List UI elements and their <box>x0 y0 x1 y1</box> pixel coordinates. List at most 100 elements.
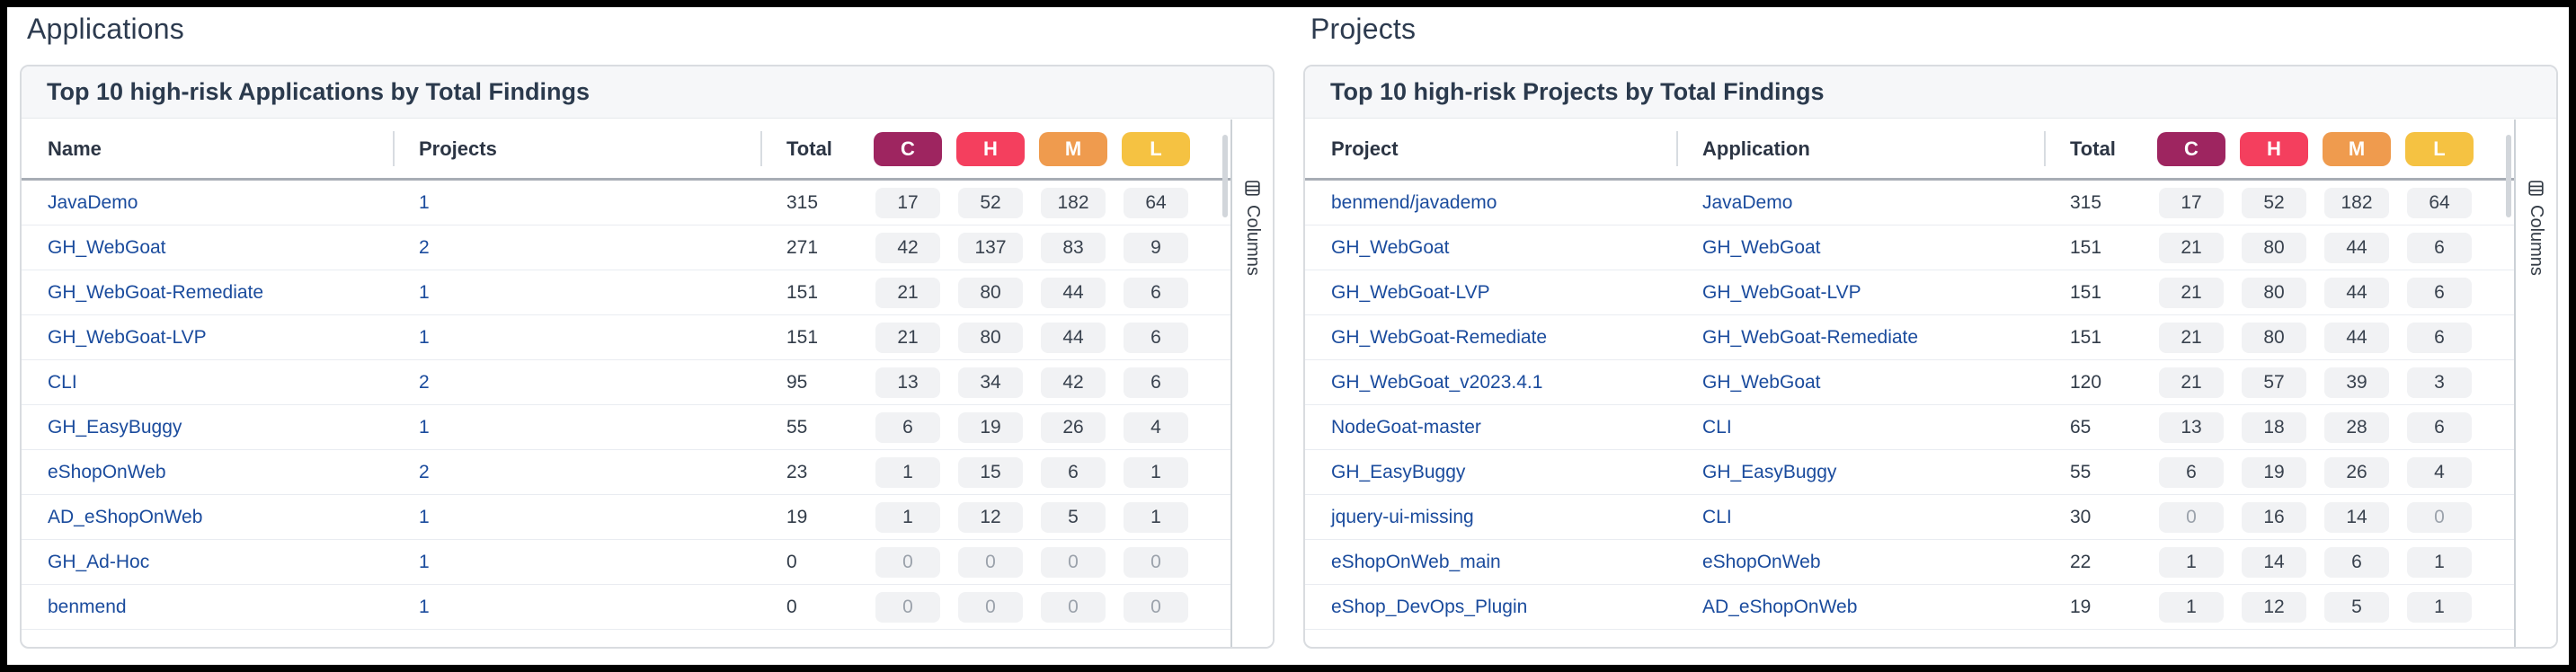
high-count-pill: 137 <box>958 232 1023 263</box>
application-link[interactable]: CLI <box>1702 506 1732 527</box>
application-link[interactable]: GH_WebGoat-Remediate <box>48 281 264 303</box>
project-link[interactable]: GH_WebGoat-Remediate <box>1331 326 1548 348</box>
high-count-pill: 80 <box>958 322 1023 353</box>
total-findings-value: 23 <box>786 461 808 482</box>
vertical-scrollbar-thumb[interactable] <box>1222 135 1228 217</box>
low-count-pill: 1 <box>2407 546 2472 578</box>
application-link[interactable]: GH_Ad-Hoc <box>48 551 150 572</box>
critical-count-pill: 1 <box>2159 591 2224 623</box>
application-link[interactable]: JavaDemo <box>48 191 138 213</box>
critical-count-pill: 1 <box>875 456 940 488</box>
table-row: GH_WebGoat-LVP 1 151 21 80 44 6 <box>22 315 1230 360</box>
projects-table: Project Application Total C H M <box>1305 119 2516 647</box>
column-header-low[interactable]: L <box>2398 119 2481 178</box>
project-link[interactable]: eShopOnWeb_main <box>1331 551 1501 572</box>
project-link[interactable]: GH_WebGoat-LVP <box>1331 281 1490 303</box>
total-findings-value: 151 <box>786 326 819 348</box>
application-link[interactable]: GH_WebGoat <box>1702 236 1821 258</box>
critical-count-pill: 0 <box>2159 501 2224 533</box>
application-link[interactable]: AD_eShopOnWeb <box>1702 596 1858 617</box>
column-header-low[interactable]: L <box>1115 119 1197 178</box>
total-findings-value: 315 <box>2070 191 2102 213</box>
project-count-link[interactable]: 1 <box>419 281 430 303</box>
application-link[interactable]: GH_WebGoat <box>1702 371 1821 393</box>
total-findings-value: 315 <box>786 191 819 213</box>
column-header-high[interactable]: H <box>2233 119 2315 178</box>
applications-card-title: Top 10 high-risk Applications by Total F… <box>47 78 591 105</box>
medium-count-pill: 44 <box>1041 322 1106 353</box>
column-header-projects[interactable]: Projects <box>393 119 760 178</box>
total-findings-value: 151 <box>786 281 819 303</box>
low-count-pill: 1 <box>1124 501 1188 533</box>
column-header-total[interactable]: Total <box>760 119 866 178</box>
project-count-link[interactable]: 1 <box>419 416 430 438</box>
application-link[interactable]: benmend <box>48 596 127 617</box>
medium-count-pill: 44 <box>2324 277 2389 308</box>
low-count-pill: 1 <box>1124 456 1188 488</box>
application-link[interactable]: eShopOnWeb <box>48 461 166 482</box>
project-link[interactable]: GH_EasyBuggy <box>1331 461 1466 482</box>
column-header-application[interactable]: Application <box>1676 119 2044 178</box>
columns-button[interactable]: Columns <box>2526 181 2546 276</box>
application-link[interactable]: GH_EasyBuggy <box>1702 461 1837 482</box>
project-count-link[interactable]: 1 <box>419 506 430 527</box>
application-link[interactable]: GH_EasyBuggy <box>48 416 182 438</box>
columns-button[interactable]: Columns <box>1242 181 1263 276</box>
medium-count-pill: 39 <box>2324 367 2389 398</box>
total-findings-value: 151 <box>2070 236 2102 258</box>
application-link[interactable]: AD_eShopOnWeb <box>48 506 203 527</box>
column-header-critical[interactable]: C <box>2150 119 2233 178</box>
projects-section-title: Projects <box>1310 13 1417 45</box>
column-header-medium[interactable]: M <box>2315 119 2398 178</box>
application-link[interactable]: eShopOnWeb <box>1702 551 1821 572</box>
project-link[interactable]: eShop_DevOps_Plugin <box>1331 596 1528 617</box>
application-link[interactable]: GH_WebGoat <box>48 236 166 258</box>
application-link[interactable]: GH_WebGoat-Remediate <box>1702 326 1919 348</box>
project-link[interactable]: GH_WebGoat <box>1331 236 1450 258</box>
medium-count-pill: 44 <box>1041 277 1106 308</box>
total-findings-value: 55 <box>2070 461 2092 482</box>
application-link[interactable]: CLI <box>48 371 77 393</box>
project-count-link[interactable]: 2 <box>419 371 430 393</box>
total-findings-value: 95 <box>786 371 808 393</box>
medium-count-pill: 44 <box>2324 322 2389 353</box>
project-count-link[interactable]: 1 <box>419 596 430 617</box>
table-row: benmend/javademo JavaDemo 315 17 52 182 64 <box>1305 181 2514 225</box>
project-count-link[interactable]: 1 <box>419 551 430 572</box>
applications-columns-strip: Columns <box>1232 119 1273 647</box>
high-count-pill: 12 <box>2242 591 2306 623</box>
total-findings-value: 30 <box>2070 506 2092 527</box>
project-count-link[interactable]: 1 <box>419 326 430 348</box>
low-count-pill: 6 <box>2407 322 2472 353</box>
column-header-name[interactable]: Name <box>48 137 102 160</box>
total-findings-value: 55 <box>786 416 808 438</box>
project-link[interactable]: GH_WebGoat_v2023.4.1 <box>1331 371 1543 393</box>
column-header-high[interactable]: H <box>949 119 1032 178</box>
column-header-critical[interactable]: C <box>866 119 949 178</box>
project-link[interactable]: benmend/javademo <box>1331 191 1497 213</box>
column-header-project[interactable]: Project <box>1331 137 1399 160</box>
high-severity-badge: H <box>956 131 1025 166</box>
medium-count-pill: 42 <box>1041 367 1106 398</box>
table-row: JavaDemo 1 315 17 52 182 64 <box>22 181 1230 225</box>
application-link[interactable]: GH_WebGoat-LVP <box>48 326 207 348</box>
vertical-scrollbar-thumb[interactable] <box>2506 135 2511 217</box>
application-link[interactable]: JavaDemo <box>1702 191 1793 213</box>
column-header-total[interactable]: Total <box>2044 119 2150 178</box>
column-header-medium[interactable]: M <box>1032 119 1115 178</box>
medium-count-pill: 0 <box>1041 591 1106 623</box>
table-row: GH_Ad-Hoc 1 0 0 0 0 0 <box>22 540 1230 585</box>
medium-count-pill: 83 <box>1041 232 1106 263</box>
critical-count-pill: 13 <box>875 367 940 398</box>
application-link[interactable]: GH_WebGoat-LVP <box>1702 281 1861 303</box>
project-count-link[interactable]: 1 <box>419 191 430 213</box>
table-columns-icon <box>1245 181 1260 196</box>
project-count-link[interactable]: 2 <box>419 461 430 482</box>
project-link[interactable]: jquery-ui-missing <box>1331 506 1474 527</box>
project-link[interactable]: NodeGoat-master <box>1331 416 1481 438</box>
application-link[interactable]: CLI <box>1702 416 1732 438</box>
high-count-pill: 80 <box>2242 232 2306 263</box>
project-count-link[interactable]: 2 <box>419 236 430 258</box>
low-count-pill: 6 <box>1124 322 1188 353</box>
columns-button-label: Columns <box>2527 205 2546 276</box>
